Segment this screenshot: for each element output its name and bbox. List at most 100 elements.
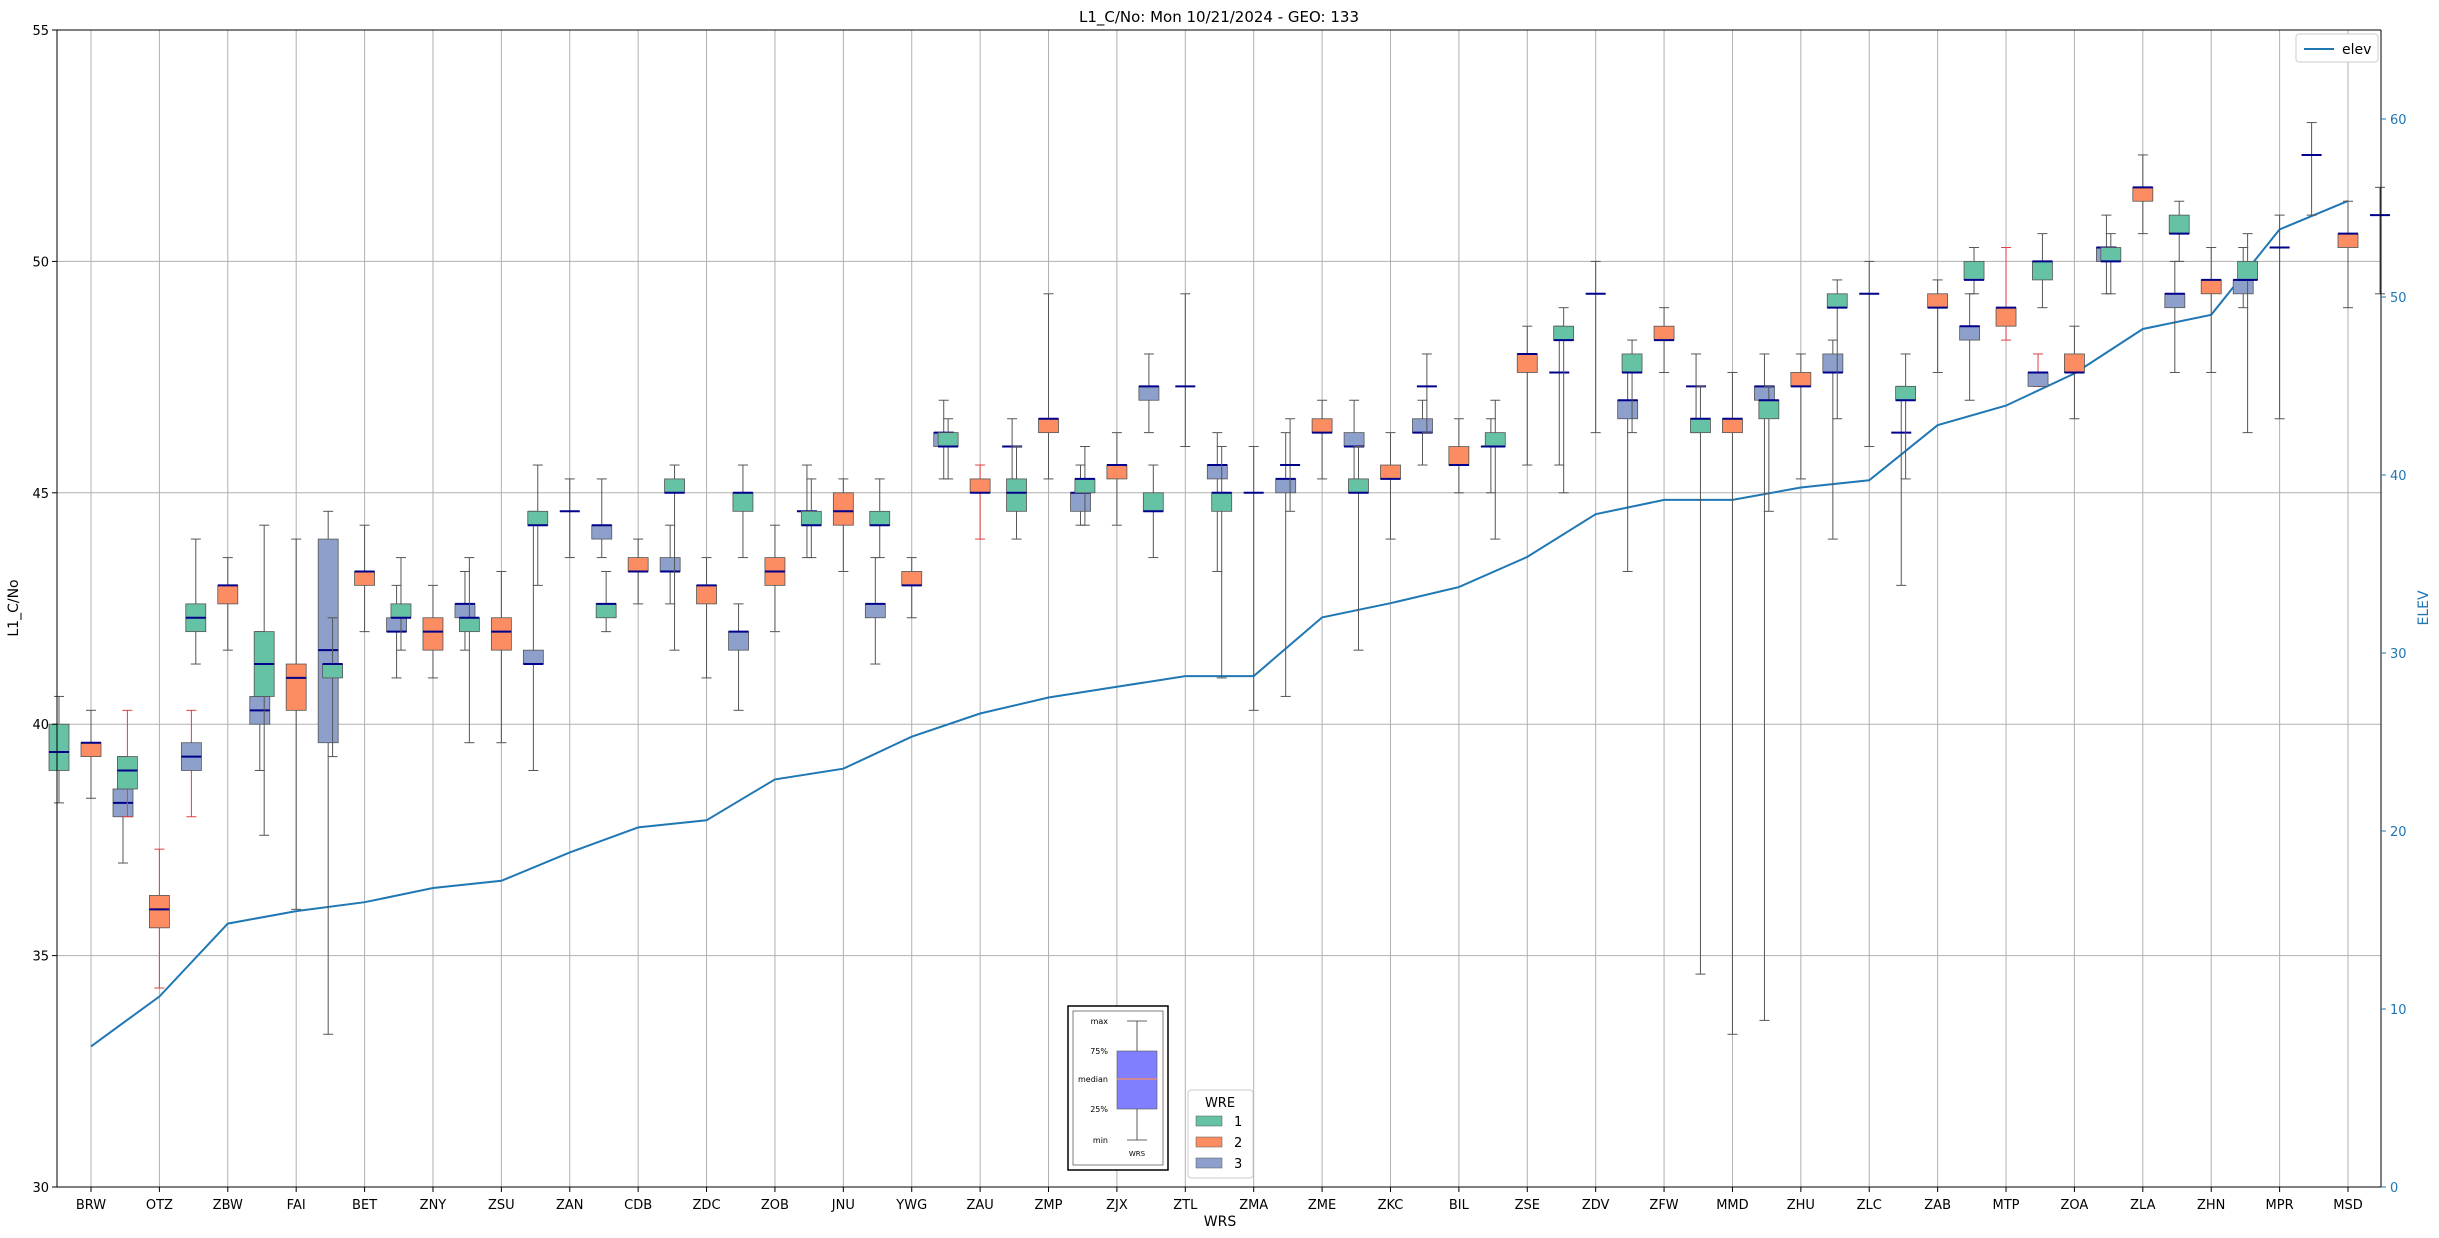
box-msd-wre3 bbox=[2370, 186, 2390, 295]
box-zdv-wre1 bbox=[1553, 307, 1575, 494]
box-body bbox=[1448, 446, 1470, 466]
y2-tick-label: 30 bbox=[2390, 647, 2407, 662]
box-body bbox=[1380, 464, 1401, 480]
box-cdb-wre2 bbox=[627, 538, 649, 605]
box-body bbox=[832, 492, 854, 526]
box-mmd-wre2 bbox=[1722, 371, 1743, 1035]
box-zhn-wre1 bbox=[2168, 200, 2190, 262]
box-body bbox=[1484, 432, 1506, 447]
box-body bbox=[1927, 293, 1949, 309]
x-tick-label: ZAB bbox=[1924, 1198, 1951, 1213]
x-tick-label: ZHU bbox=[1787, 1198, 1815, 1213]
box-zma-wre3 bbox=[1275, 432, 1297, 697]
box-zdv-wre2 bbox=[1585, 260, 1606, 434]
box-zme-wre2 bbox=[1311, 399, 1333, 480]
box-bil-wre2 bbox=[1448, 418, 1470, 494]
box-body bbox=[527, 510, 549, 526]
box-body bbox=[2232, 279, 2254, 295]
box-zab-wre1 bbox=[1895, 353, 1917, 480]
box-zse-wre2 bbox=[1516, 325, 1538, 466]
x-tick-label: BET bbox=[352, 1198, 377, 1213]
elev-line bbox=[90, 199, 2349, 1048]
wre-legend-swatch-1 bbox=[1195, 1115, 1223, 1127]
y2-tick-label: 40 bbox=[2390, 469, 2407, 484]
box-body bbox=[1690, 418, 1711, 434]
x-tick-label: ZLA bbox=[2130, 1198, 2155, 1213]
box-jnu-wre2 bbox=[832, 478, 854, 572]
x-tick-label: ZDC bbox=[693, 1198, 721, 1213]
box-mtp-wre2 bbox=[1995, 247, 2017, 341]
box-body bbox=[1038, 418, 1059, 434]
x-tick-label: ZMP bbox=[1035, 1198, 1063, 1213]
y2-tick-label: 50 bbox=[2390, 291, 2407, 306]
axes: 30 35 40 45 50 55 0 10 20 30 40 50 60 BRW OTZ ZBW FAI BET… bbox=[32, 24, 2406, 1213]
y-tick-label: 35 bbox=[32, 950, 49, 965]
box-body bbox=[2132, 186, 2154, 202]
box-msd-wre2 bbox=[2337, 200, 2359, 309]
box-ywg-wre2 bbox=[901, 557, 923, 619]
box-body bbox=[696, 584, 717, 605]
x-tick-label: OTZ bbox=[146, 1198, 173, 1213]
box-zlc-wre2 bbox=[1859, 260, 1880, 448]
box-zjx-wre2 bbox=[1106, 432, 1128, 526]
box-body bbox=[1895, 385, 1917, 401]
x-axis-label: WRS bbox=[1204, 1214, 1237, 1230]
box-body bbox=[48, 723, 70, 771]
elev-legend-label: elev bbox=[2342, 42, 2371, 58]
inset-label-max: max bbox=[1091, 1017, 1109, 1026]
box-body bbox=[1343, 432, 1365, 447]
box-zbw-wre1 bbox=[185, 538, 207, 665]
y-tick-label: 55 bbox=[32, 24, 49, 39]
wre-legend-swatch-3 bbox=[1195, 1157, 1223, 1169]
box-jnu-wre3 bbox=[864, 557, 886, 665]
box-fai-wre1 bbox=[253, 524, 275, 836]
box-ztl-wre2 bbox=[1175, 293, 1196, 448]
box-body bbox=[2237, 260, 2259, 281]
x-tick-label: MTP bbox=[1993, 1198, 2020, 1213]
y2-tick-label: 60 bbox=[2390, 113, 2407, 128]
chart-title: L1_C/No: Mon 10/21/2024 - GEO: 133 bbox=[1079, 8, 1359, 27]
box-body bbox=[2100, 247, 2122, 262]
box-zhu-wre3 bbox=[1822, 339, 1844, 540]
box-body bbox=[969, 478, 991, 494]
box-body bbox=[732, 492, 754, 512]
box-body bbox=[1617, 399, 1639, 420]
box-ztl-wre1 bbox=[1142, 464, 1164, 559]
box-body bbox=[864, 603, 886, 619]
box-mmd-wre1 bbox=[1690, 385, 1711, 975]
box-zfw-wre1 bbox=[1621, 339, 1643, 434]
box-body bbox=[2200, 279, 2222, 295]
box-ztl-wre3 bbox=[1206, 432, 1228, 572]
box-body bbox=[80, 742, 102, 757]
wre-legend-label-2: 2 bbox=[1234, 1136, 1242, 1151]
y2-axis-label: ELEV bbox=[2416, 590, 2432, 625]
box-body bbox=[522, 649, 544, 665]
x-tick-label: ZFW bbox=[1649, 1198, 1678, 1213]
box-zdc-wre1 bbox=[664, 464, 685, 651]
x-tick-label: ZAU bbox=[966, 1198, 993, 1213]
box-body bbox=[2337, 233, 2359, 248]
box-mtp-wre1 bbox=[1963, 247, 1985, 295]
box-body bbox=[1206, 464, 1228, 480]
box-bil-wre1 bbox=[1416, 353, 1437, 434]
y-axis-label: L1_C/No bbox=[6, 579, 22, 636]
box-body bbox=[317, 538, 339, 744]
box-body bbox=[1758, 399, 1780, 420]
x-tick-label: ZSU bbox=[488, 1198, 515, 1213]
box-zmp-wre2 bbox=[1038, 293, 1059, 480]
box-body bbox=[1006, 478, 1027, 512]
box-body bbox=[1995, 307, 2017, 327]
inset-box bbox=[1116, 1050, 1158, 1110]
box-body bbox=[217, 584, 239, 605]
box-body bbox=[386, 617, 407, 633]
wre-legend: WRE 1 2 3 bbox=[1187, 1089, 1254, 1179]
box-body bbox=[627, 557, 649, 572]
box-body bbox=[664, 478, 685, 494]
box-body bbox=[1790, 372, 1812, 387]
box-jnu-wre1 bbox=[800, 478, 822, 559]
wre-legend-label-1: 1 bbox=[1234, 1115, 1242, 1130]
box-fai-wre3 bbox=[317, 510, 339, 1035]
box-body bbox=[1311, 418, 1333, 434]
box-body bbox=[1621, 353, 1643, 373]
inset-inner-frame bbox=[1072, 1010, 1164, 1166]
